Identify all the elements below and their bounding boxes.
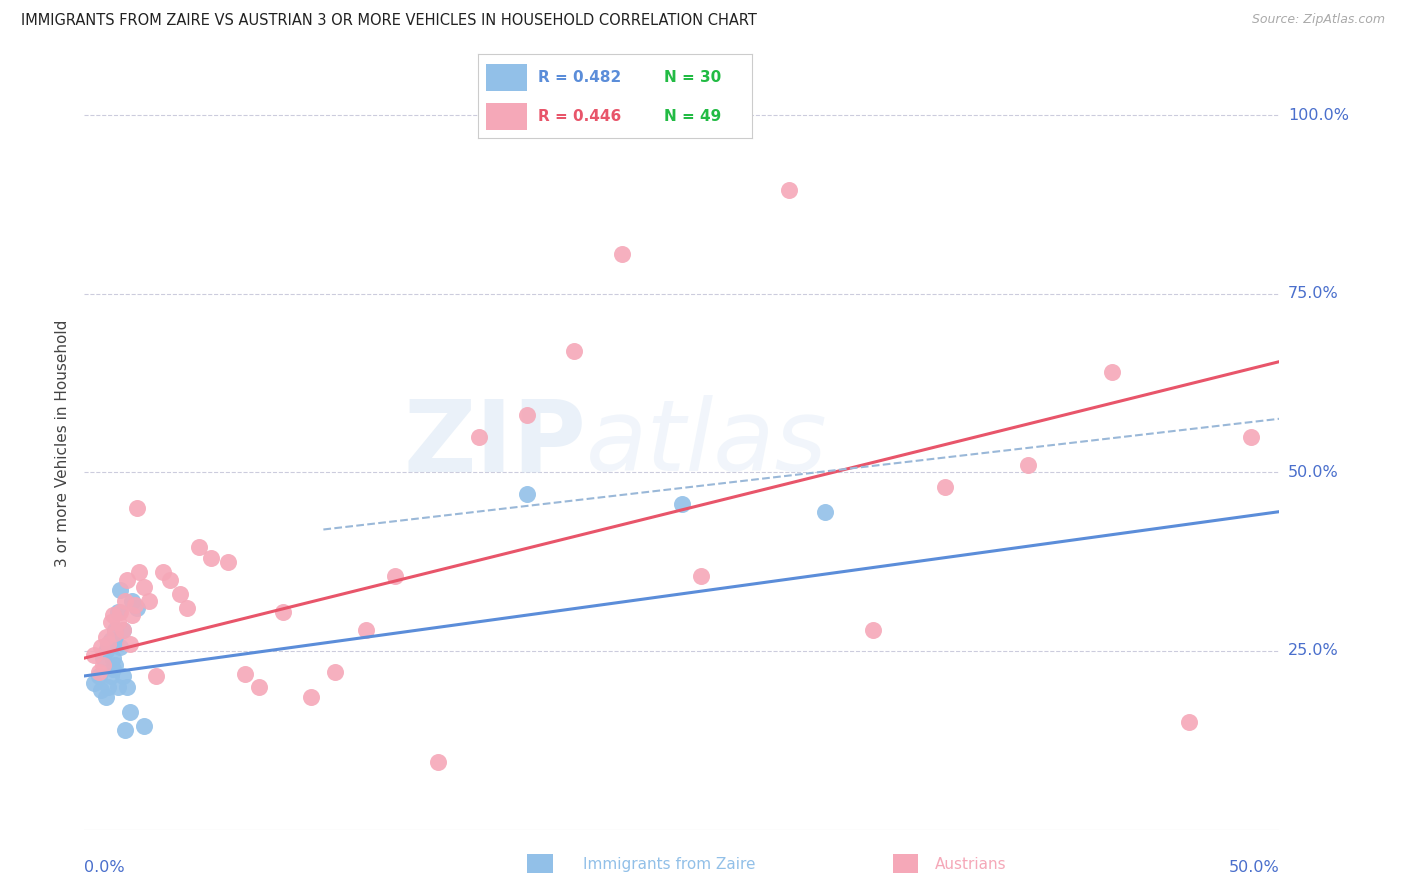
Text: 50.0%: 50.0%	[1229, 860, 1279, 875]
Text: 75.0%: 75.0%	[1288, 286, 1339, 301]
Point	[104, 633, 127, 648]
Text: Austrians: Austrians	[935, 857, 1007, 872]
Point	[233, 666, 256, 681]
Bar	[486, 103, 527, 130]
Point	[200, 551, 222, 566]
Point	[97, 680, 120, 694]
Point	[107, 615, 129, 630]
Point	[83, 676, 105, 690]
Point	[169, 587, 191, 601]
Point	[111, 669, 134, 683]
Point	[132, 719, 156, 733]
Point	[862, 623, 884, 637]
Point	[118, 705, 141, 719]
Point	[117, 680, 139, 694]
Point	[468, 429, 491, 443]
Point	[93, 658, 115, 673]
Text: N = 30: N = 30	[665, 70, 721, 85]
Point	[90, 683, 112, 698]
Point	[94, 630, 117, 644]
Point	[101, 651, 124, 665]
Point	[101, 662, 124, 676]
Text: ZIP: ZIP	[404, 395, 586, 492]
Text: 25.0%: 25.0%	[1288, 643, 1339, 658]
Text: IMMIGRANTS FROM ZAIRE VS AUSTRIAN 3 OR MORE VEHICLES IN HOUSEHOLD CORRELATION CH: IMMIGRANTS FROM ZAIRE VS AUSTRIAN 3 OR M…	[21, 13, 756, 29]
Point	[1018, 458, 1040, 473]
Point	[107, 605, 129, 619]
Point	[814, 505, 837, 519]
Point	[247, 680, 270, 694]
Point	[125, 501, 148, 516]
Text: N = 49: N = 49	[665, 109, 721, 124]
Point	[104, 623, 127, 637]
Point	[427, 755, 450, 769]
Point	[145, 669, 167, 683]
Point	[100, 669, 122, 683]
Bar	[486, 63, 527, 91]
Point	[1177, 715, 1199, 730]
Point	[384, 569, 406, 583]
Point	[121, 608, 143, 623]
Point	[176, 601, 198, 615]
Point	[83, 648, 105, 662]
Point	[121, 594, 143, 608]
Point	[104, 626, 127, 640]
Point	[356, 623, 378, 637]
Point	[152, 566, 174, 580]
Point	[1240, 429, 1263, 443]
Point	[114, 594, 136, 608]
Point	[671, 498, 693, 512]
Point	[114, 723, 136, 737]
Point	[128, 566, 150, 580]
Point	[564, 343, 586, 358]
Point	[117, 573, 139, 587]
Point	[188, 541, 211, 555]
Point	[94, 690, 117, 705]
Point	[934, 480, 956, 494]
Point	[93, 651, 115, 665]
Text: 100.0%: 100.0%	[1288, 108, 1348, 122]
Point	[100, 615, 122, 630]
Point	[612, 247, 634, 261]
Point	[124, 598, 146, 612]
Point	[101, 608, 124, 623]
Point	[111, 623, 134, 637]
Point	[125, 601, 148, 615]
Point	[1101, 365, 1123, 379]
Point	[107, 680, 129, 694]
Point	[104, 658, 127, 673]
Point	[94, 644, 117, 658]
Point	[97, 637, 120, 651]
Text: Source: ZipAtlas.com: Source: ZipAtlas.com	[1251, 13, 1385, 27]
Point	[138, 594, 160, 608]
Text: R = 0.446: R = 0.446	[538, 109, 621, 124]
Text: atlas: atlas	[586, 395, 828, 492]
Point	[779, 183, 801, 197]
Text: 50.0%: 50.0%	[1288, 465, 1339, 480]
Point	[87, 665, 110, 680]
Point	[111, 623, 134, 637]
Point	[217, 555, 239, 569]
Point	[110, 605, 132, 619]
Text: R = 0.482: R = 0.482	[538, 70, 621, 85]
Point	[118, 637, 141, 651]
Point	[516, 487, 538, 501]
Point	[159, 573, 181, 587]
Point	[87, 669, 110, 683]
Point	[90, 640, 112, 655]
Point	[110, 640, 132, 655]
Point	[271, 605, 294, 619]
Point	[301, 690, 323, 705]
Point	[100, 633, 122, 648]
Point	[97, 637, 120, 651]
Text: 0.0%: 0.0%	[84, 860, 125, 875]
Point	[516, 408, 538, 422]
Point	[690, 569, 713, 583]
Point	[110, 583, 132, 598]
Y-axis label: 3 or more Vehicles in Household: 3 or more Vehicles in Household	[55, 320, 70, 567]
Point	[132, 580, 156, 594]
Text: Immigrants from Zaire: Immigrants from Zaire	[583, 857, 756, 872]
Point	[325, 665, 347, 680]
